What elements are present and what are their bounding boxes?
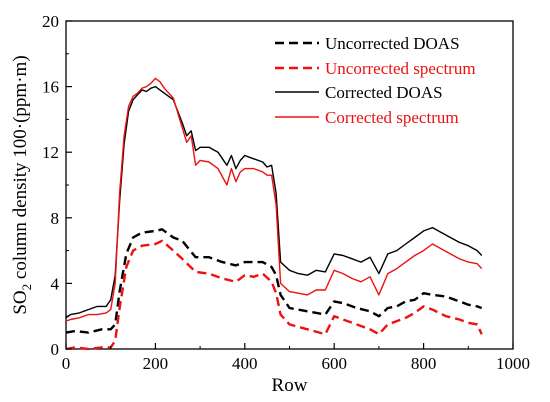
y-axis-label-prefix: SO — [10, 290, 31, 314]
legend-label-4: Corrected spectrum — [325, 108, 459, 127]
y-tick-label: 16 — [42, 78, 59, 97]
series-line-2 — [65, 239, 483, 351]
y-tick-label: 0 — [51, 340, 60, 359]
series-line-1 — [65, 228, 483, 334]
legend-label-1: Uncorrected DOAS — [325, 34, 460, 53]
y-tick-label: 12 — [42, 143, 59, 162]
x-tick-label: 200 — [143, 354, 169, 373]
x-tick-label: 0 — [62, 354, 71, 373]
y-tick-label: 4 — [51, 274, 60, 293]
series-line-4 — [65, 77, 483, 322]
x-axis-label: Row — [272, 375, 308, 396]
legend-label-3: Corrected DOAS — [325, 83, 443, 102]
y-tick-label: 8 — [51, 209, 60, 228]
y-axis-label-subscript: 2 — [19, 284, 34, 291]
axis-ticks: 0 200 400 600 800 1000 0 4 8 12 16 20 — [42, 12, 530, 373]
y-axis-label-suffix: column density 100·(ppm·m) — [10, 55, 31, 284]
x-tick-label: 400 — [232, 354, 258, 373]
y-axis-label: SO2 column density 100·(ppm·m) — [10, 55, 34, 314]
series-line-3 — [65, 85, 483, 319]
y-tick-label: 20 — [42, 12, 59, 31]
series-layer — [65, 77, 483, 351]
legend-label-2: Uncorrected spectrum — [325, 59, 476, 78]
x-tick-label: 1000 — [496, 354, 530, 373]
legend: Uncorrected DOAS Uncorrected spectrum Corr… — [275, 34, 476, 127]
x-tick-label: 800 — [411, 354, 437, 373]
x-tick-label: 600 — [321, 354, 347, 373]
